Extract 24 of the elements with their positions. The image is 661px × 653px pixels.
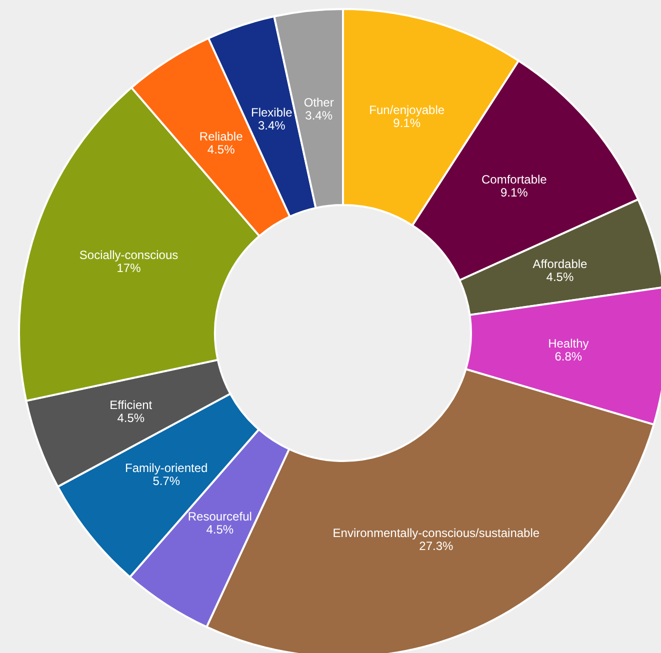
slice-label: Flexible: [250, 106, 293, 120]
slice-label: Efficient: [110, 398, 153, 412]
slice-label: Affordable: [532, 256, 588, 271]
data-label: 5.7%: [152, 474, 180, 488]
slice-label: Environmentally-conscious/sustainable: [332, 526, 540, 540]
slice-label: Resourceful: [188, 510, 252, 524]
slice-label: Healthy: [548, 336, 589, 350]
data-label: 6.8%: [554, 349, 582, 364]
slice-label: Other: [304, 95, 334, 110]
data-label: 3.4%: [258, 118, 286, 133]
data-label: 9.1%: [500, 185, 528, 200]
slice-label: Comfortable: [481, 172, 548, 186]
data-label: 4.5%: [546, 270, 574, 284]
data-label: 9.1%: [393, 116, 421, 130]
data-label: 4.5%: [207, 142, 236, 157]
slice-label: Socially-conscious: [79, 248, 178, 262]
data-label: 4.5%: [206, 522, 234, 537]
data-label: 3.4%: [305, 108, 333, 122]
slice-label: Fun/enjoyable: [369, 103, 445, 118]
data-label: 27.3%: [419, 538, 454, 553]
data-label: 17%: [116, 261, 142, 275]
slice-label: Reliable: [199, 130, 244, 144]
slice-label: Family-oriented: [125, 460, 208, 475]
data-label: 4.5%: [117, 411, 145, 426]
